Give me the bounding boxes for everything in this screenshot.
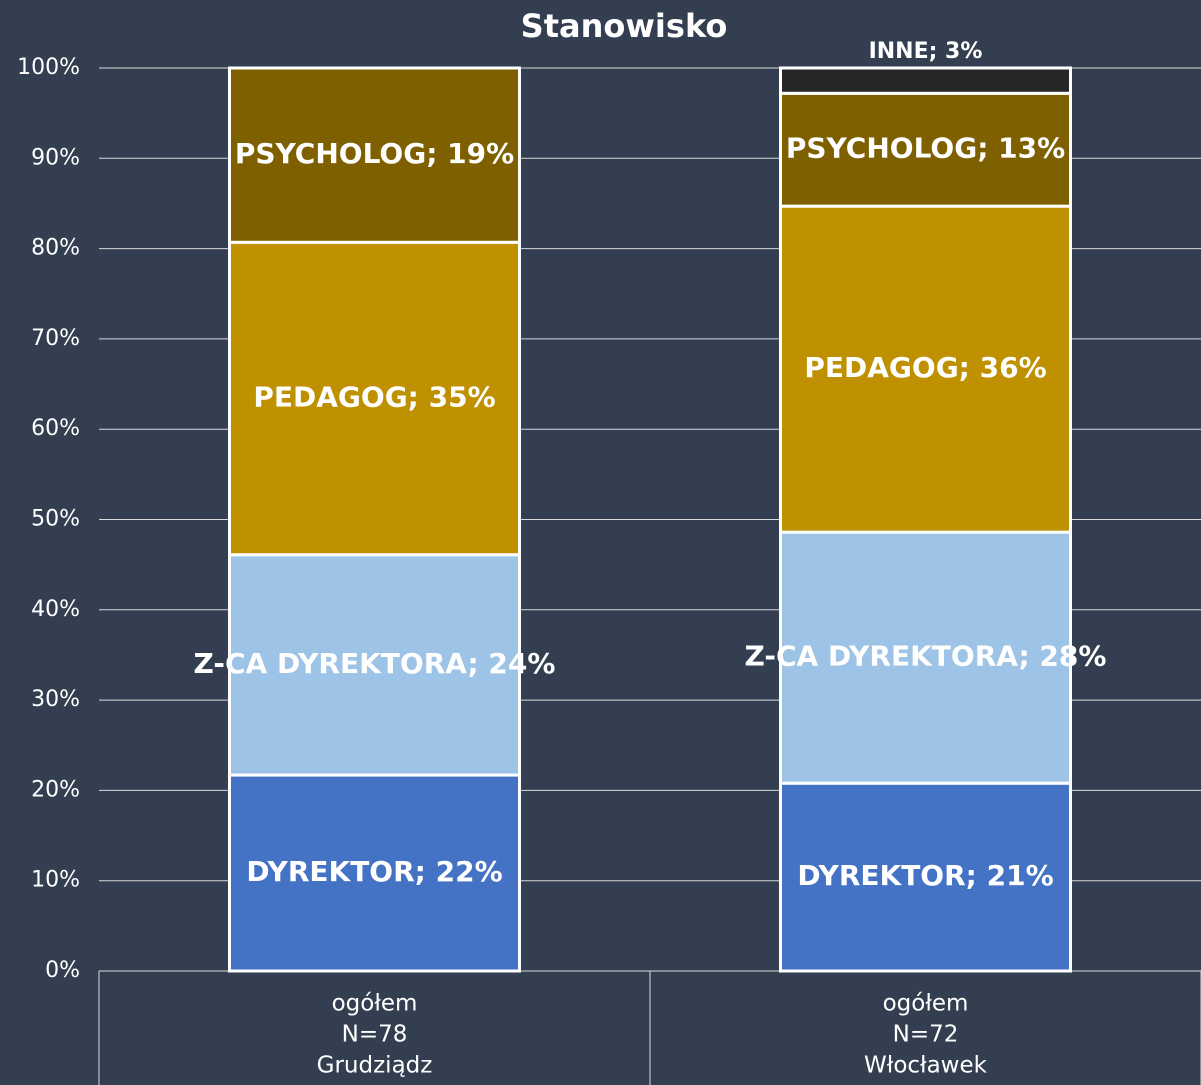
bar-segment (228, 66, 521, 244)
y-tick-label: 100% (17, 55, 80, 80)
y-tick-label: 60% (31, 416, 80, 441)
data-label: PEDAGOG; 36% (804, 351, 1046, 384)
y-tick-label: 20% (31, 777, 80, 802)
bar-segment (779, 91, 1072, 208)
bar-segment (228, 240, 521, 557)
x-tick-label: Włocławek (864, 1053, 988, 1079)
x-tick-label: ogółem (883, 991, 969, 1017)
chart-title: Stanowisko (521, 7, 728, 45)
x-tick-label: Grudziądz (317, 1053, 433, 1079)
y-tick-label: 80% (31, 236, 80, 261)
x-tick-label: ogółem (332, 991, 418, 1017)
bar-segment (228, 553, 521, 777)
data-label: DYREKTOR; 21% (797, 859, 1053, 892)
bar-segment (779, 66, 1072, 95)
data-label: INNE; 3% (869, 39, 983, 64)
x-tick-label: N=78 (342, 1022, 408, 1048)
y-tick-label: 70% (31, 326, 80, 351)
y-tick-label: 90% (31, 145, 80, 170)
bar-segment (228, 773, 521, 973)
data-label: DYREKTOR; 22% (246, 855, 502, 888)
bar-segment (779, 530, 1072, 785)
y-tick-label: 50% (31, 507, 80, 532)
y-tick-label: 30% (31, 687, 80, 712)
data-label: PEDAGOG; 35% (253, 380, 495, 413)
y-tick-label: 10% (31, 868, 80, 893)
data-label: Z-CA DYREKTORA; 28% (745, 640, 1107, 673)
data-label: PSYCHOLOG; 19% (235, 137, 514, 170)
bar-segment (779, 781, 1072, 973)
y-tick-label: 0% (45, 958, 80, 983)
data-label: Z-CA DYREKTORA; 24% (194, 647, 556, 680)
x-tick-label: N=72 (893, 1022, 959, 1048)
data-label: PSYCHOLOG; 13% (786, 132, 1065, 165)
y-tick-label: 40% (31, 597, 80, 622)
